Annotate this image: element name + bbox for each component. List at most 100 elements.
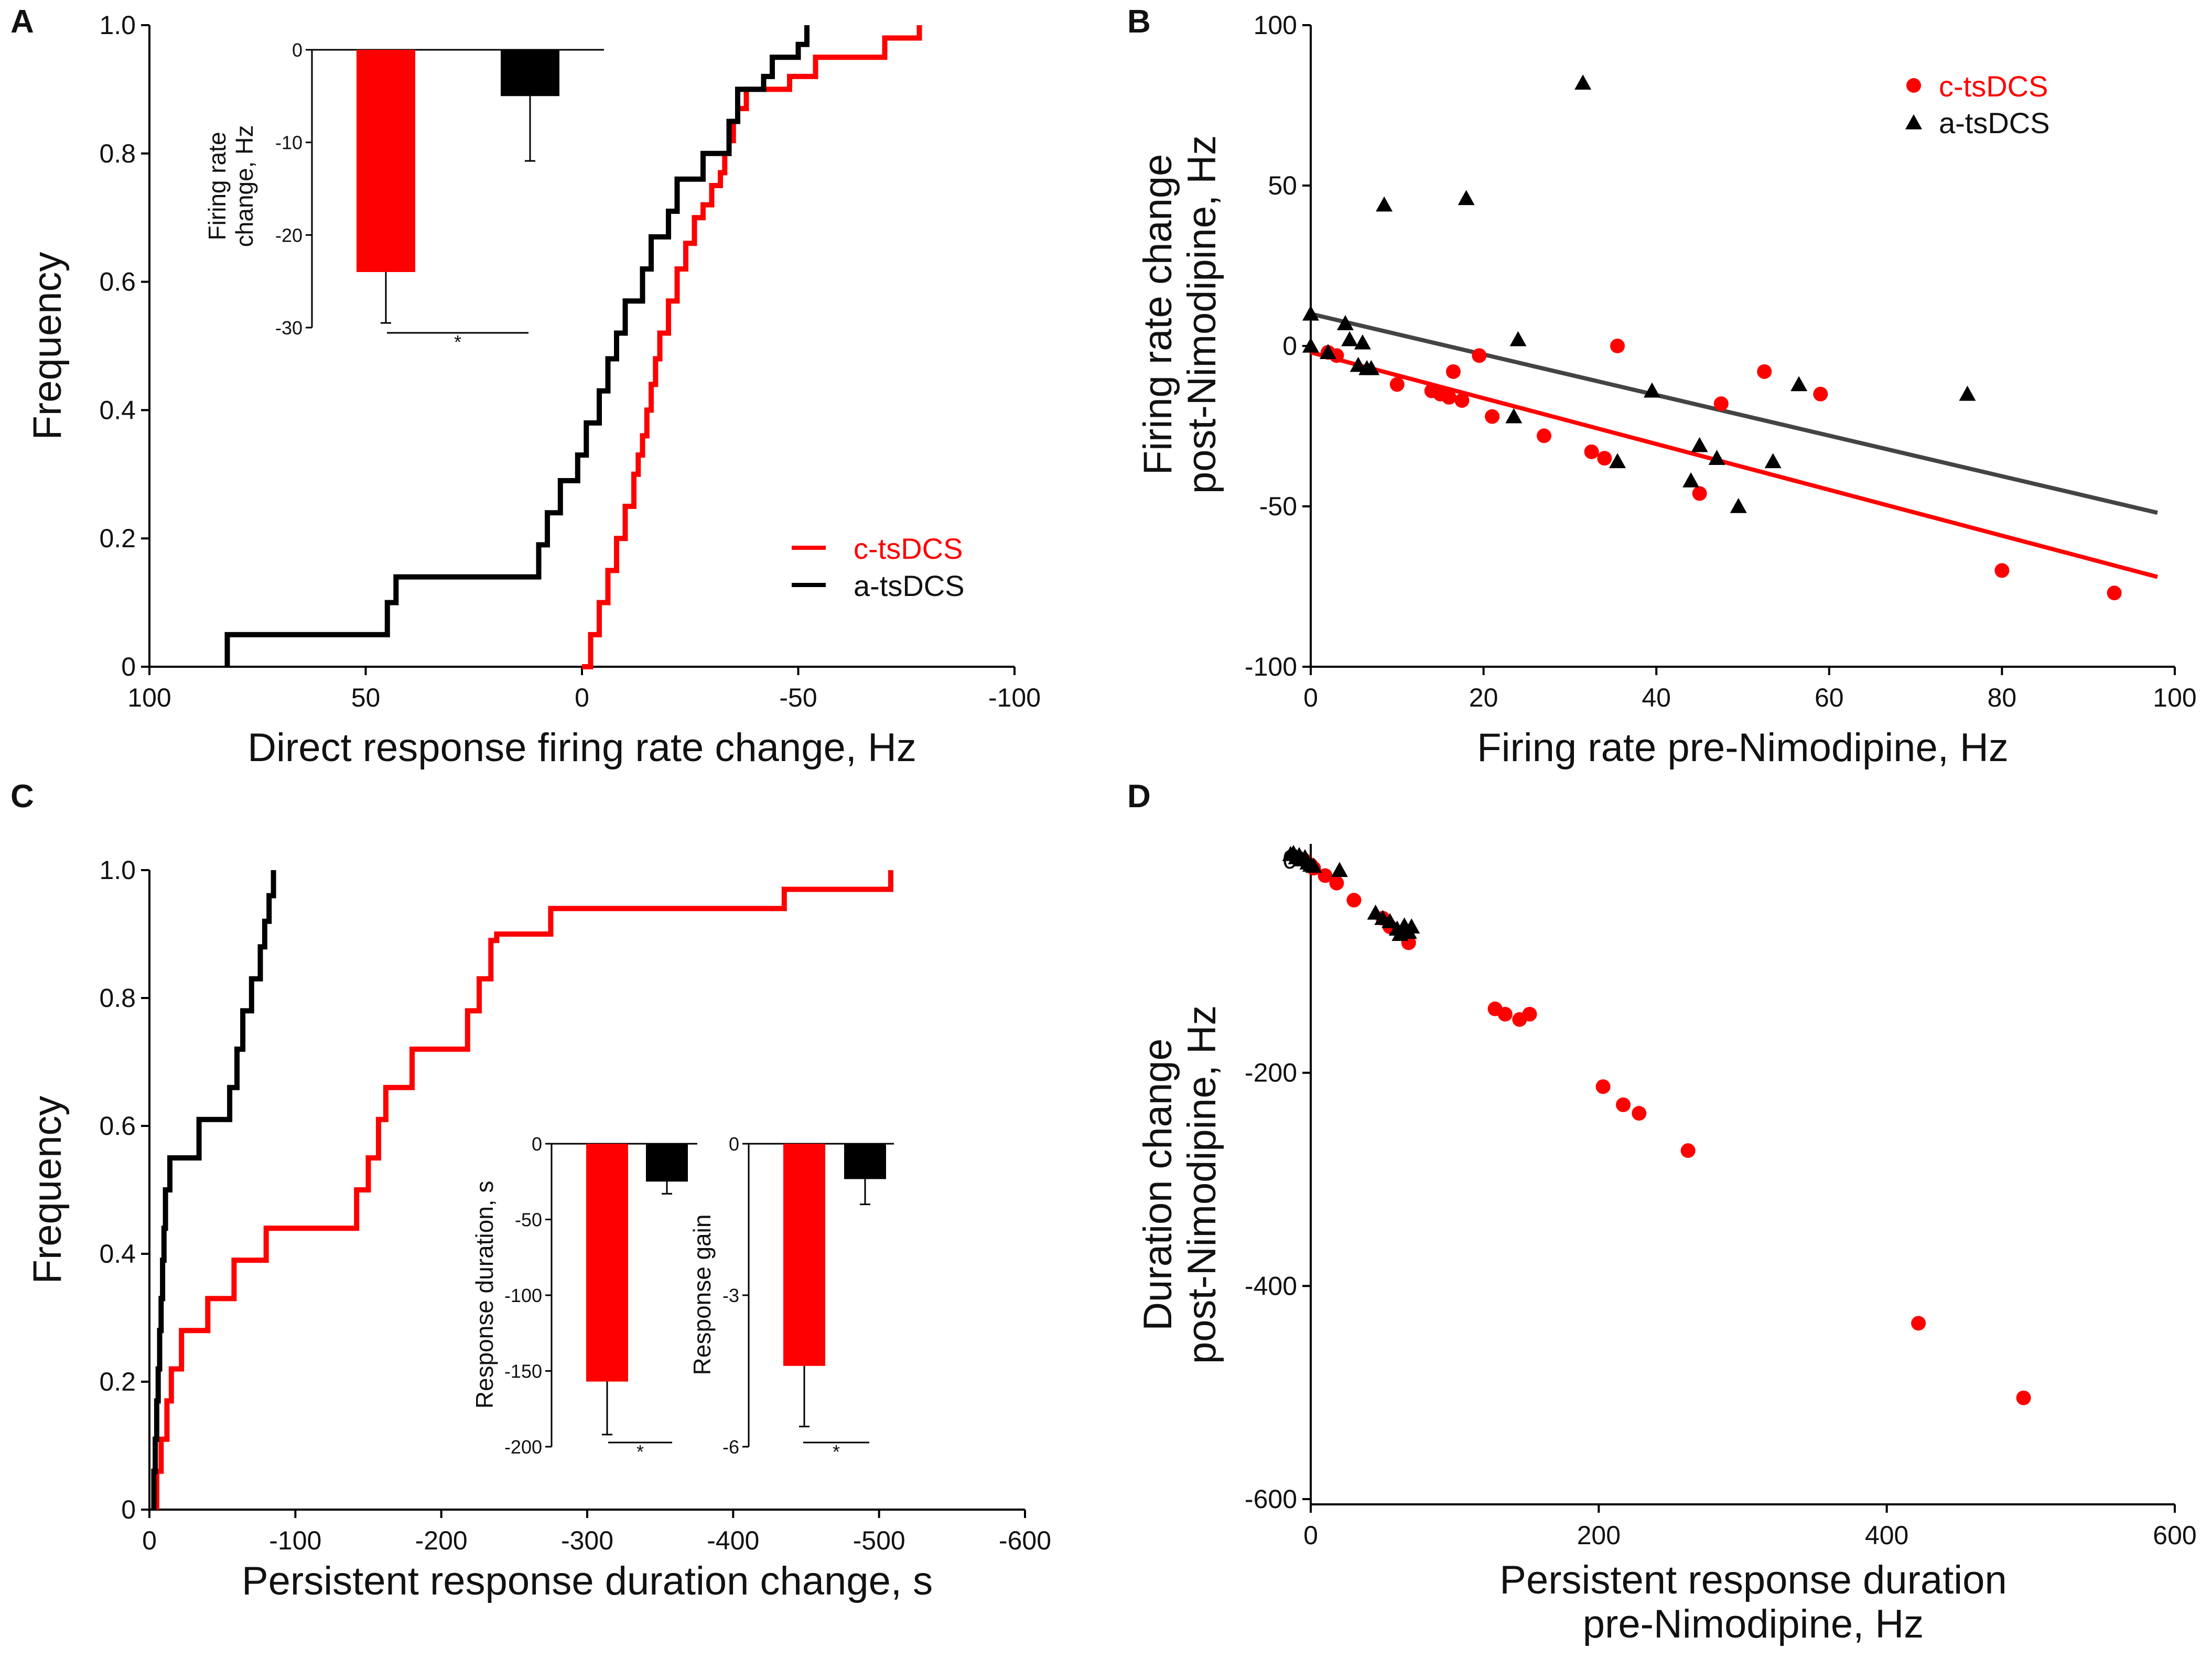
panel-b-point-a-tsdcs [1708,450,1725,465]
panel-a-inset-bar-c-tsdcs [357,50,415,272]
panel-a-inset-ylabel: Firing rate change, Hz [203,125,258,247]
panel-c-y-tick-label: 0.6 [99,1111,136,1141]
panel-c-x-tick-label: -400 [707,1526,759,1555]
panel-a-y-tick-label: 1.0 [99,10,136,40]
panel-d-point-c-tsdcs [1632,1105,1647,1121]
panel-a-legend-a-tsdcs: a-tsDCS [854,569,965,602]
panel-b-point-c-tsdcs [1757,364,1772,379]
panel-a-cdf-c-tsdcs [582,25,922,669]
panel-b-point-a-tsdcs [1302,305,1319,321]
panel-d-point-c-tsdcs [2016,1390,2031,1405]
panel-b-x-tick-label: 80 [1988,683,2017,712]
panel-d-xlabel-line-2: pre-Nimodipine, Hz [1583,1602,1924,1646]
panel-d-point-c-tsdcs [1522,1006,1537,1022]
panel-a-x-tick-label: -100 [988,683,1041,712]
panel-c-xlabel: Persistent response duration change, s [242,1559,933,1603]
panel-c-inset-gain-bar-c-tsdcs [783,1144,825,1366]
panel-b-point-a-tsdcs [1319,344,1336,360]
panel-b-point-c-tsdcs [1472,348,1487,363]
panel-a-inset-tick-label: -10 [275,132,303,154]
panel-b-y-tick-label: 50 [1268,171,1297,200]
panel-a-x-tick-label: -50 [779,683,817,712]
panel-c-ylabel-text: Frequency [25,1096,70,1284]
panel-d-ylabel-text: Duration change [1136,1038,1180,1331]
panel-b-y-tick-label: -50 [1259,492,1297,521]
panel-b-point-c-tsdcs [1713,396,1729,411]
panel-b-point-c-tsdcs [1692,486,1707,501]
panel-c-inset-duration-tick-label: -200 [504,1436,542,1458]
panel-b-point-a-tsdcs [1609,453,1626,469]
panel-c-y-tick-label: 0.2 [99,1367,136,1396]
panel-b-point-a-tsdcs [1302,338,1319,353]
panel-d-letter: D [1127,778,1151,815]
panel-b-point-c-tsdcs [1441,389,1456,405]
panel-c-inset-gain-tick-label: 0 [729,1133,739,1155]
panel-b-legend-marker-a-tsdcs [1905,114,1922,129]
panel-b-xlabel: Firing rate pre-Nimodipine, Hz [1477,725,2009,770]
panel-d-ylabel-text: post-Nimodipine, Hz [1180,1005,1224,1364]
panel-c-inset-gain-significance-star: * [833,1441,840,1462]
panel-a-y-tick-label: 0.2 [99,524,136,553]
panel-c-inset-gain-ylabel: Response gain [688,1214,716,1375]
panel-b-point-c-tsdcs [1994,563,2010,578]
panel-b-point-a-tsdcs [1959,385,1976,401]
panel-a-y-tick-label: 0.8 [99,139,136,168]
panel-a-xlabel: Direct response firing rate change, Hz [247,725,916,770]
panel-c-y-tick-label: 0.4 [99,1239,136,1268]
panel-b-point-c-tsdcs [1389,377,1405,392]
panel-c-inset-duration-tick-label: 0 [532,1133,542,1155]
panel-b-point-c-tsdcs [1454,393,1470,408]
panel-b-ylabel-text: post-Nimodipine, Hz [1180,135,1224,494]
panel-b-point-a-tsdcs [1354,334,1371,350]
panel-b-point-a-tsdcs [1341,331,1358,346]
panel-b-x-tick-label: 60 [1815,683,1844,712]
panel-c-x-tick-label: -600 [999,1526,1051,1555]
panel-c-inset-gain-bar-a-tsdcs [844,1144,886,1179]
panel-b-point-c-tsdcs [1597,451,1612,466]
panel-a-y-tick-label: 0.4 [99,395,136,425]
panel-b-point-a-tsdcs [1691,437,1708,452]
panel-a-x-tick-label: 100 [127,683,171,712]
panel-c-inset-duration-ylabel-text: Response duration, s [471,1181,498,1409]
panel-a-cdf-a-tsdcs [224,25,810,667]
panel-d-point-c-tsdcs [1346,893,1362,908]
panel-c-inset-duration-tick-label: -150 [504,1361,542,1382]
panel-b-point-a-tsdcs [1363,360,1380,375]
panel-a-ylabel-text: Frequency [25,252,70,440]
panel-c-cdf-c-tsdcs [154,870,893,1510]
panel-d-point-a-tsdcs [1305,858,1322,873]
panel-c-y-tick-label: 1.0 [99,855,136,885]
panel-b-point-a-tsdcs [1376,196,1393,212]
panel-c-inset-duration-bar-a-tsdcs [646,1144,688,1182]
panel-b-point-a-tsdcs [1790,376,1808,392]
panel-b-point-a-tsdcs [1509,331,1527,346]
panel-b-point-a-tsdcs [1643,382,1660,398]
panel-a-ylabel: Frequency [25,252,70,440]
panel-b-point-a-tsdcs [1730,498,1747,513]
panel-c-x-tick-label: 0 [142,1526,157,1555]
panel-c-inset-duration-tick-label: -50 [515,1209,542,1231]
panel-b-point-c-tsdcs [1485,409,1500,424]
panel-b-ylabel-text: Firing rate change [1136,154,1180,475]
panel-b-legend-a-tsdcs: a-tsDCS [1939,106,2050,139]
panel-a-inset-tick-label: -30 [275,317,303,339]
panel-d-x-tick-label: 400 [1865,1521,1908,1550]
panel-b-point-c-tsdcs [1584,444,1599,459]
panel-d-point-a-tsdcs [1331,862,1348,877]
panel-d-x-tick-label: 600 [2153,1521,2196,1550]
panel-a-x-tick-label: 50 [351,683,381,712]
panel-b-legend-c-tsdcs: c-tsDCS [1939,70,2048,103]
panel-b-letter: B [1127,4,1151,40]
panel-a-inset-ylabel-text: change, Hz [231,125,258,247]
panel-d-point-a-tsdcs [1382,913,1399,928]
panel-c-y-tick-label: 0 [121,1495,136,1524]
panel-b-point-a-tsdcs [1505,408,1523,424]
panel-a-inset-significance-star: * [454,331,461,353]
panel-a-y-tick-label: 0 [121,652,136,681]
panel-d-point-c-tsdcs [1680,1143,1696,1158]
panel-b-point-c-tsdcs [1536,428,1551,443]
panel-a-letter: A [10,4,34,40]
panel-d-point-a-tsdcs [1403,918,1420,934]
panel-b-ylabel: Firing rate change post-Nimodipine, Hz [1136,135,1224,494]
